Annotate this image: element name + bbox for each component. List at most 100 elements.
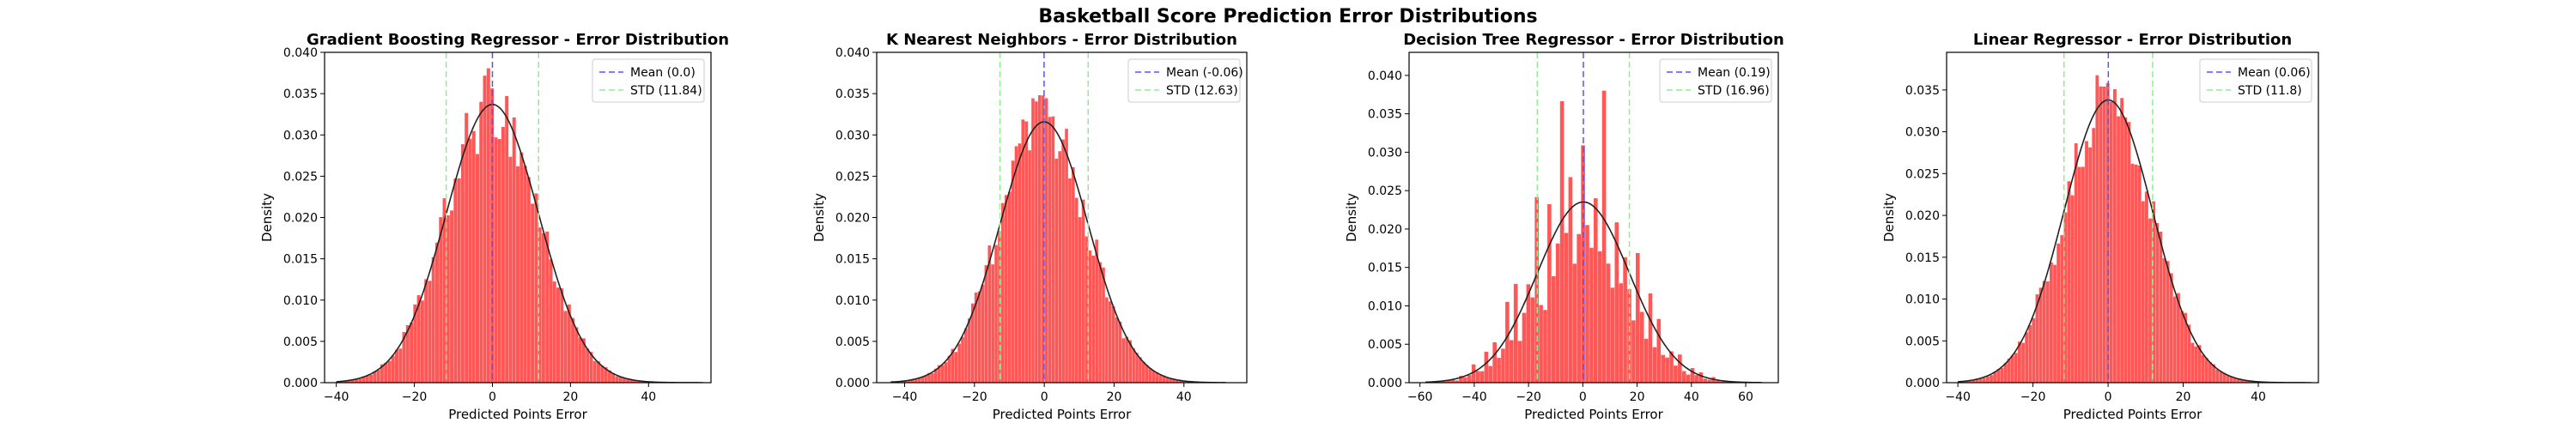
y-tick-label: 0.040: [835, 46, 870, 60]
histogram-bar: [347, 379, 351, 383]
histogram-bar: [416, 295, 421, 383]
histogram-bar: [1484, 351, 1489, 383]
histogram-bar: [629, 379, 634, 383]
histogram-bar: [574, 327, 579, 383]
histogram-bar: [1455, 380, 1459, 383]
histogram-bar: [604, 366, 608, 383]
legend-box: [1659, 58, 1772, 103]
histogram-bar: [446, 214, 450, 383]
histogram-bar: [1014, 146, 1018, 383]
histogram-bar: [1084, 236, 1089, 383]
histogram-bar: [2077, 166, 2081, 383]
histogram-bar: [1139, 357, 1142, 383]
histogram-bar: [1530, 297, 1535, 383]
histogram-bar: [1656, 318, 1662, 383]
histogram-bar: [1072, 166, 1075, 383]
histogram-bar: [1631, 320, 1636, 383]
axes-frame: [1946, 51, 2319, 384]
histogram-bar: [934, 368, 938, 383]
normal-curve: [336, 103, 703, 383]
histogram-bar: [1674, 366, 1678, 383]
axes-frame: [1408, 51, 1779, 384]
legend-box: [2199, 58, 2312, 103]
y-axis-label: Density: [1344, 193, 1359, 242]
histogram-bar: [2021, 342, 2025, 383]
histogram-bar: [1172, 378, 1176, 383]
histogram-bar: [2236, 378, 2240, 383]
y-tick-label: 0.020: [1905, 209, 1940, 223]
x-tick-label: 0: [2105, 390, 2112, 404]
histogram-bar: [937, 365, 941, 383]
legend: Mean (-0.06) STD (12.63): [1127, 58, 1243, 103]
histogram-bar: [611, 373, 616, 383]
x-tick-label: 40: [2251, 390, 2266, 404]
histogram-bar: [1051, 116, 1055, 383]
x-tick-label: 0: [1579, 390, 1587, 404]
histogram-bar: [439, 217, 443, 383]
histogram-bar: [984, 265, 988, 383]
histogram-bar: [1559, 101, 1564, 383]
histogram-bar: [1178, 380, 1182, 383]
histogram-bar: [2081, 166, 2085, 383]
histogram-bar: [2045, 281, 2050, 383]
y-tick-label: 0.025: [1905, 167, 1940, 181]
histogram-bars: [336, 68, 703, 383]
histogram-bar: [1479, 371, 1485, 383]
histogram-bar: [951, 348, 955, 383]
histogram-bar: [1509, 340, 1514, 383]
histogram-bar: [1035, 101, 1038, 383]
histogram-bar: [384, 363, 388, 383]
histogram-bar: [560, 288, 564, 383]
y-tick-label: 0.035: [283, 88, 318, 101]
histogram-bar: [1182, 380, 1186, 383]
histogram-bar: [457, 178, 461, 383]
legend: Mean (0.06) STD (11.8): [2199, 58, 2312, 103]
legend: Mean (0.19) STD (16.96): [1659, 58, 1772, 103]
legend-std-label: STD (12.63): [1166, 84, 1238, 98]
histogram-bar: [435, 242, 439, 383]
x-tick-label: 0: [1041, 390, 1048, 404]
histogram-bar: [483, 76, 487, 383]
histogram-bar: [1577, 233, 1581, 383]
histogram-bar: [1965, 381, 1969, 383]
x-tick-label: 0: [489, 390, 496, 404]
histogram-bar: [1118, 321, 1122, 383]
x-tick-label: 20: [1630, 390, 1645, 404]
histogram-bar: [1698, 372, 1704, 383]
histogram-bar: [2025, 332, 2029, 383]
histogram-bar: [2113, 88, 2117, 383]
histogram-bar: [501, 126, 505, 383]
histogram-bar: [2137, 166, 2142, 383]
histogram-bar: [1151, 370, 1156, 383]
histogram-bar: [977, 291, 981, 383]
histogram-bar: [1121, 338, 1126, 383]
histogram-bars: [1958, 75, 2311, 383]
panels: −40 −20 0 20 40 0.000 0.005 0.010 0.015 0.020 0.02…: [259, 31, 2319, 422]
histogram-bar: [1058, 151, 1062, 383]
histogram-bar: [1165, 377, 1169, 383]
figure-suptitle: Basketball Score Prediction Error Distri…: [1038, 6, 1537, 27]
y-tick-label: 0.030: [1368, 146, 1402, 160]
histogram-bar: [2095, 75, 2099, 383]
histogram-bar: [1132, 348, 1135, 383]
histogram-bar: [1639, 311, 1644, 383]
legend-std-label: STD (11.8): [2238, 84, 2302, 98]
histogram-bar: [2212, 364, 2215, 383]
histogram-bar: [1031, 98, 1035, 383]
x-tick-label: 40: [1684, 390, 1699, 404]
histogram-bar: [516, 166, 519, 383]
histogram-bar: [2109, 101, 2113, 383]
histogram-bar: [1442, 381, 1447, 383]
histogram-bar: [2184, 312, 2188, 383]
histogram-bar: [1078, 217, 1082, 383]
histogram-bar: [468, 138, 472, 383]
y-tick-label: 0.005: [283, 335, 318, 349]
chart-panel-4: −40 −20 0 20 40 0.000 0.005 0.010 0.015 0.020 0.02…: [1881, 31, 2319, 422]
histogram-bar: [2123, 117, 2128, 383]
x-axis-label: Predicted Points Error: [993, 407, 1132, 422]
histogram-bar: [1007, 191, 1012, 383]
histogram-bar: [358, 378, 362, 383]
y-tick-label: 0.010: [283, 294, 318, 308]
histogram-bar: [1652, 347, 1657, 383]
histogram-bar: [2067, 181, 2071, 383]
